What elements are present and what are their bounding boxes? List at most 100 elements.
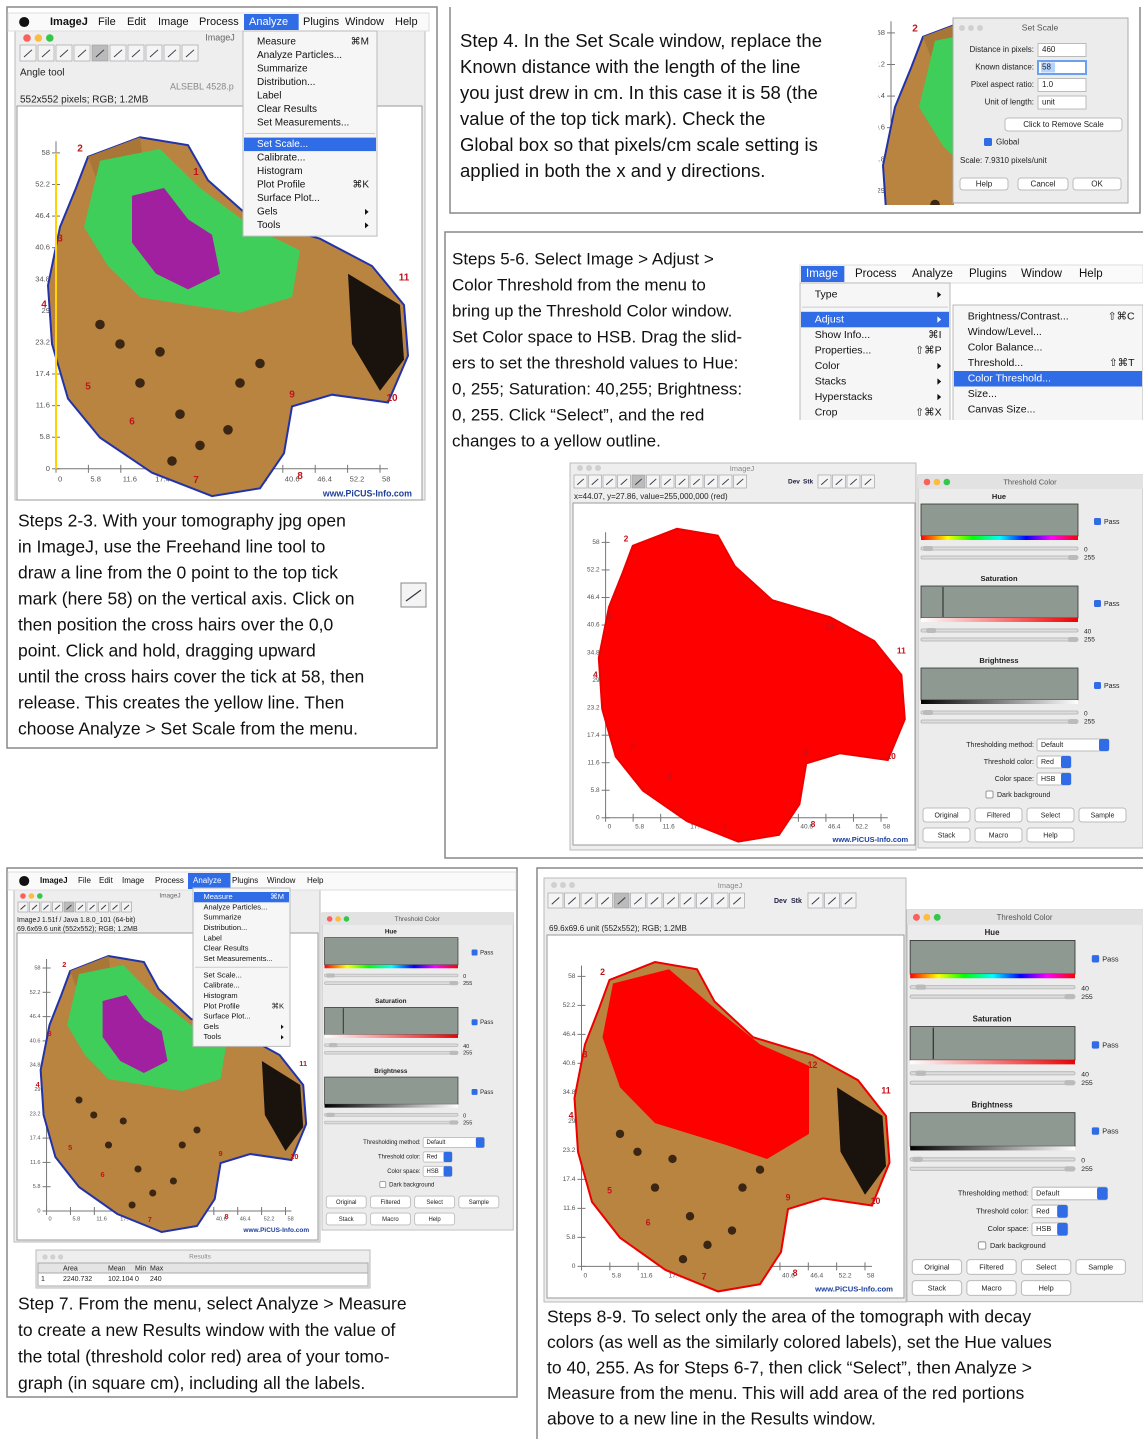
- x-tick-label: 52.2: [264, 1216, 275, 1222]
- caption-line: Steps 2-3. With your tomography jpg open: [18, 511, 346, 531]
- high-slider: [920, 555, 1079, 560]
- caption-line: ers to set the threshold values to Hue:: [452, 353, 738, 372]
- window-button: [933, 478, 941, 486]
- dropdown-arrow: [1099, 739, 1109, 751]
- menu-item: Surface Plot...: [204, 1012, 251, 1021]
- histogram: [920, 667, 1079, 701]
- global-checkbox: [984, 138, 992, 146]
- high-slider: [920, 719, 1079, 724]
- menu-item: Properties...: [815, 344, 872, 356]
- window-button: [577, 465, 583, 471]
- tool-icon: [605, 478, 614, 486]
- low-knob: [923, 710, 933, 715]
- setting-label: Thresholding method:: [958, 1188, 1029, 1197]
- tomogram-spot: [633, 1147, 642, 1157]
- y-tick-label: 0: [596, 815, 600, 822]
- dark-background-checkbox: [977, 1241, 987, 1250]
- tomogram-spot: [169, 1177, 177, 1185]
- tomogram-spot: [223, 425, 233, 435]
- toolbar-text: Dev: [788, 479, 800, 486]
- caption-line: in ImageJ, use the Freehand line tool to: [18, 537, 325, 557]
- pass-checkbox: [1094, 600, 1101, 607]
- button-label: Macro: [981, 1283, 1001, 1292]
- pass-label: Pass: [1102, 1126, 1119, 1135]
- setting-value: Red: [427, 1155, 438, 1161]
- y-tick-label: 58: [568, 973, 576, 980]
- threshold-color-window: Threshold ColorHuePass40255SaturationPas…: [906, 909, 1143, 1303]
- histogram: [324, 1076, 459, 1105]
- window-button: [551, 882, 557, 888]
- table-header: [37, 1262, 369, 1274]
- channel-label: Brightness: [979, 656, 1018, 665]
- high-slider: [909, 994, 1076, 999]
- window-button: [595, 465, 601, 471]
- point-label: 12: [825, 622, 835, 632]
- tool-icon: [699, 897, 709, 905]
- low-slider: [324, 1113, 459, 1117]
- tool-icon: [620, 478, 628, 486]
- x-tick-label: 11.6: [123, 474, 137, 483]
- y-tick-label: 52.2: [35, 179, 50, 188]
- panel-border: [536, 867, 1143, 1439]
- high-knob: [1068, 555, 1078, 560]
- low-knob: [328, 1043, 338, 1048]
- tomogram-selected: [602, 969, 809, 1159]
- pass-checkbox: [471, 1019, 478, 1026]
- button-label: Original: [924, 1262, 950, 1271]
- y-tick-label: 29: [877, 186, 885, 195]
- tool-icon: [41, 49, 51, 58]
- setting-value: Red: [1041, 759, 1054, 766]
- y-tick-label: 5.8: [591, 787, 600, 794]
- x-tick-label: 11.6: [640, 1272, 653, 1279]
- point-label: 2: [912, 24, 918, 35]
- field-value: 58: [1042, 63, 1051, 72]
- tomogram-dark: [837, 1087, 886, 1195]
- point-label: 4: [593, 669, 598, 679]
- pass-checkbox: [471, 1088, 478, 1095]
- low-slider: [324, 1043, 459, 1047]
- point-label: 9: [219, 1149, 223, 1158]
- high-knob: [1068, 719, 1078, 724]
- button-label: OK: [1091, 180, 1103, 189]
- setting-label: Threshold color:: [378, 1155, 421, 1161]
- high-value: 255: [463, 981, 472, 987]
- histogram: [324, 1007, 459, 1035]
- y-tick-label: 46.4: [870, 91, 885, 100]
- tomogram-spot: [115, 339, 125, 349]
- high-value: 255: [463, 1120, 472, 1126]
- tomogram-spot: [703, 1240, 712, 1250]
- setting-value: HSB: [1041, 776, 1056, 783]
- y-tick-label: 58: [42, 148, 50, 157]
- point-label: 11: [881, 1085, 890, 1095]
- tool-icon: [678, 478, 686, 486]
- point-label: 3: [607, 611, 612, 621]
- y-tick-label: 40.6: [35, 243, 50, 252]
- dark-background-checkbox: [985, 790, 994, 799]
- menu-item: Set Measurements...: [204, 954, 273, 963]
- tomogram-spot: [134, 1165, 142, 1173]
- dropdown-arrow: [443, 1151, 453, 1163]
- point-label: 1: [193, 167, 199, 178]
- menu-shortcut: ⇧⌘P: [915, 344, 941, 356]
- image-info: 69.6x69.6 unit (552x552); RGB; 1.2MB: [17, 926, 138, 933]
- y-tick-label: 5.8: [566, 1234, 576, 1241]
- caption-line: changes to a yellow outline.: [452, 431, 661, 450]
- tool-icon: [113, 49, 123, 58]
- button: [1004, 117, 1123, 132]
- image-menu-group: Image Process Analyze Plugins Window Help Type…: [799, 264, 1143, 420]
- table-cell: 240: [150, 1276, 162, 1283]
- caption-line: 0, 255; Saturation: 40,255; Brightness:: [452, 379, 742, 398]
- tomogram: 5852.246.440.634.82923.217.411.65.8005.8…: [870, 21, 954, 205]
- pass-checkbox: [471, 949, 478, 956]
- tool-icon: [716, 897, 725, 905]
- setting-value: HSB: [1036, 1224, 1051, 1233]
- low-value: 40: [463, 1044, 469, 1050]
- menu-dropdown: [799, 282, 951, 420]
- status-text: Angle tool: [20, 68, 64, 79]
- tomogram-spot: [650, 1183, 660, 1192]
- toolbar-text: Stk: [791, 898, 802, 905]
- tool-icon: [100, 904, 107, 910]
- menu-shortcut: ⌘K: [352, 179, 369, 190]
- menu-item: Plot Profile: [204, 1001, 240, 1010]
